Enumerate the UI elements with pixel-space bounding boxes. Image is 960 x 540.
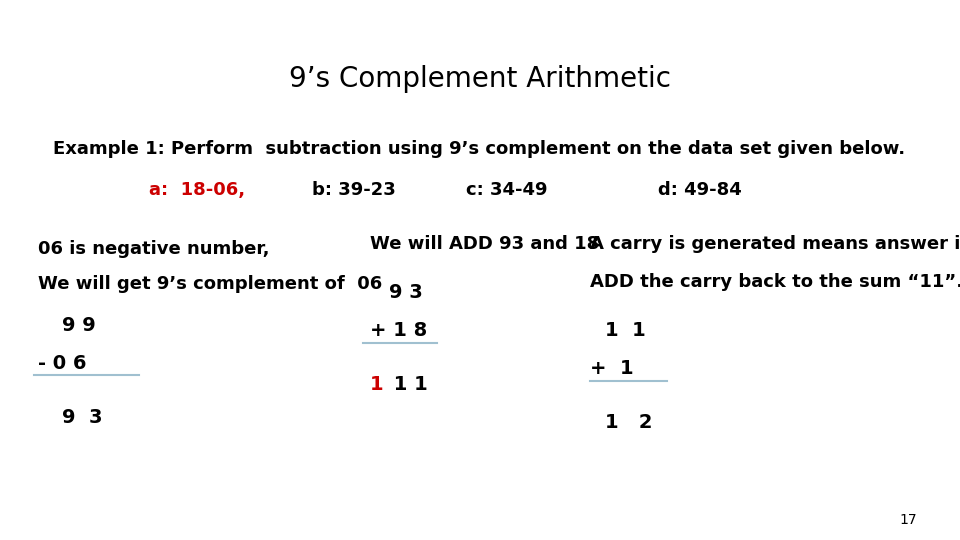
Text: 1: 1 [370, 375, 383, 394]
Text: 9 9: 9 9 [62, 316, 96, 335]
Text: A carry is generated means answer is +ve: A carry is generated means answer is +ve [590, 235, 960, 253]
Text: 1 1: 1 1 [387, 375, 427, 394]
Text: d: 49-84: d: 49-84 [658, 181, 741, 199]
Text: - 0 6: - 0 6 [38, 354, 87, 373]
Text: ADD the carry back to the sum “11”.: ADD the carry back to the sum “11”. [590, 273, 960, 291]
Text: 17: 17 [900, 512, 917, 526]
Text: 06 is negative number,: 06 is negative number, [38, 240, 270, 258]
Text: 9’s Complement Arithmetic: 9’s Complement Arithmetic [289, 65, 671, 93]
Text: +  1: + 1 [590, 359, 634, 378]
Text: c: 34-49: c: 34-49 [466, 181, 547, 199]
Text: 9 3: 9 3 [389, 284, 422, 302]
Text: + 1 8: + 1 8 [370, 321, 427, 340]
Text: 1   2: 1 2 [605, 413, 652, 432]
Text: 1  1: 1 1 [605, 321, 645, 340]
Text: Example 1: Perform  subtraction using 9’s complement on the data set given below: Example 1: Perform subtraction using 9’s… [53, 140, 905, 158]
Text: b: 39-23: b: 39-23 [312, 181, 396, 199]
Text: We will get 9’s complement of  06: We will get 9’s complement of 06 [38, 275, 383, 293]
Text: 9  3: 9 3 [62, 408, 103, 427]
Text: We will ADD 93 and 18: We will ADD 93 and 18 [370, 235, 599, 253]
Text: a:  18-06,: a: 18-06, [149, 181, 245, 199]
